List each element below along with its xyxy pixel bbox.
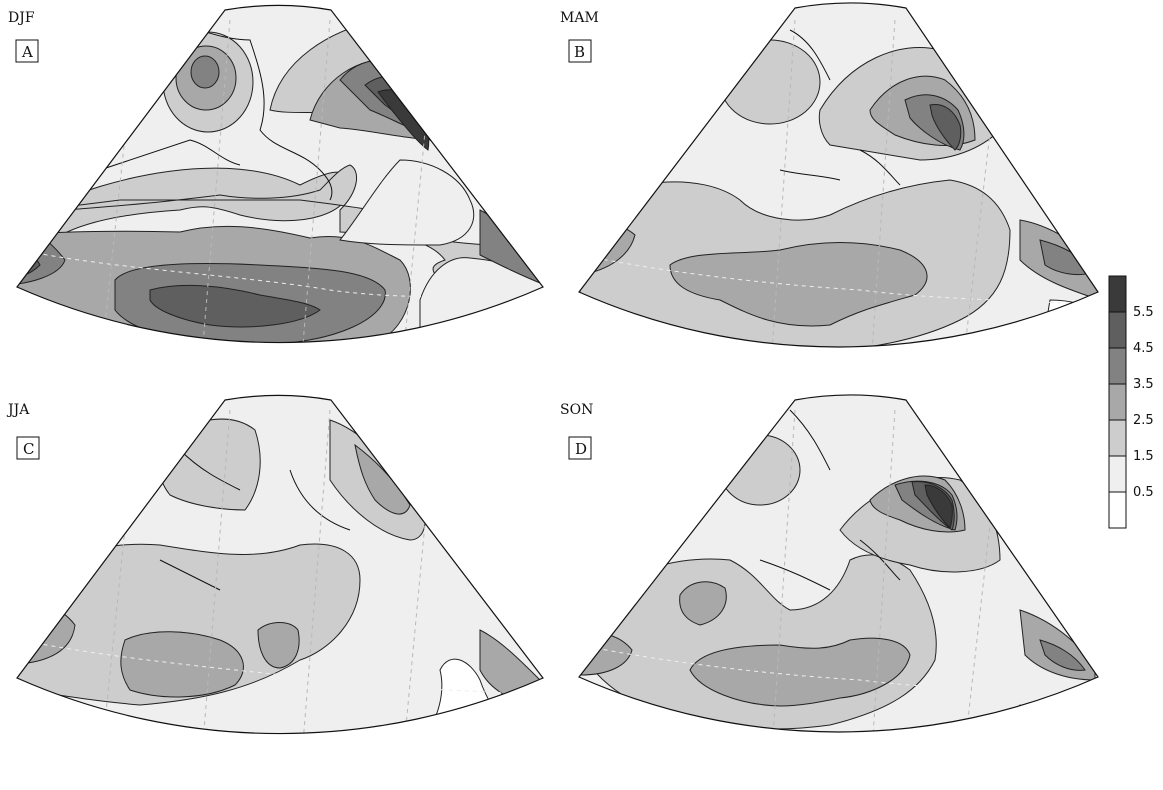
contour-north-low <box>719 39 821 125</box>
graticule-longitude <box>769 409 996 732</box>
panel-c: JJA C <box>6 394 544 735</box>
contour-below-0.5 <box>1039 299 1098 347</box>
map-frame <box>16 4 544 344</box>
season-label: SON <box>560 402 593 418</box>
colorbar-tick-label: 1.5 <box>1133 449 1154 464</box>
contour-east-low <box>339 159 475 246</box>
panel-letter: B <box>574 43 585 61</box>
contour-level-1.5-2.5 <box>39 167 352 252</box>
panel-b: MAM B <box>560 2 1099 348</box>
colorbar-tick-label: 4.5 <box>1133 341 1154 356</box>
contour-northeast-peak <box>924 484 953 529</box>
colorbar-tick-label: 2.5 <box>1133 413 1154 428</box>
colorbar-swatch <box>1108 347 1127 385</box>
contour-level-4.5-5.5 <box>149 284 321 328</box>
coastline <box>159 449 351 591</box>
contour-north-high <box>190 55 220 89</box>
contour-field <box>579 394 1098 732</box>
graticule-latitude <box>19 249 543 301</box>
panel-a: DJF A <box>8 4 544 344</box>
colorbar-swatch <box>1108 275 1127 313</box>
graticule-latitude <box>19 639 543 696</box>
season-label: JJA <box>6 402 30 418</box>
contour-mid-east <box>257 622 300 669</box>
contour-northeast-core <box>929 103 962 151</box>
contour-far-east-low <box>459 49 543 172</box>
panel-letter-box <box>16 436 40 460</box>
coastline <box>99 19 333 201</box>
map-frame <box>578 2 1099 348</box>
contour-field <box>17 395 543 734</box>
coastline <box>759 409 901 591</box>
contour-southeast-low <box>419 257 543 343</box>
contour-level-2.5-3.5 <box>689 637 911 707</box>
contour-northeast-mid <box>354 443 411 515</box>
contour-west-mid <box>679 581 727 626</box>
season-label: MAM <box>560 10 599 26</box>
coastline <box>779 29 901 186</box>
panel-letter: A <box>21 43 33 61</box>
colorbar-tick-label: 0.5 <box>1133 485 1154 500</box>
panel-letter: D <box>575 440 587 458</box>
colorbar-swatch <box>1108 419 1127 457</box>
panel-letter-box <box>568 436 592 460</box>
colorbar-tick-label: 3.5 <box>1133 377 1154 392</box>
colorbar-swatch <box>1108 455 1127 493</box>
season-label: DJF <box>8 10 35 26</box>
panel-letter: C <box>23 440 34 458</box>
colorbar-swatch <box>1108 311 1127 349</box>
panel-d: SON D <box>560 394 1099 733</box>
colorbar-tick-label: 5.5 <box>1133 305 1154 320</box>
map-frame <box>578 394 1099 733</box>
contour-level-2.5-3.5 <box>669 242 928 327</box>
colorbar-swatch <box>1108 491 1127 529</box>
graticule-longitude <box>99 409 431 734</box>
graticule-latitude <box>579 254 1098 306</box>
map-frame <box>16 394 544 735</box>
panel-letter-box <box>568 39 592 63</box>
graticule-latitude <box>579 644 1098 696</box>
colorbar-swatch <box>1108 383 1127 421</box>
contour-north-low <box>157 418 261 511</box>
panel-letter-box <box>15 39 39 63</box>
contour-east-coast-high <box>1039 639 1086 671</box>
colorbar: 5.5 4.5 3.5 2.5 1.5 0.5 <box>1108 275 1154 529</box>
